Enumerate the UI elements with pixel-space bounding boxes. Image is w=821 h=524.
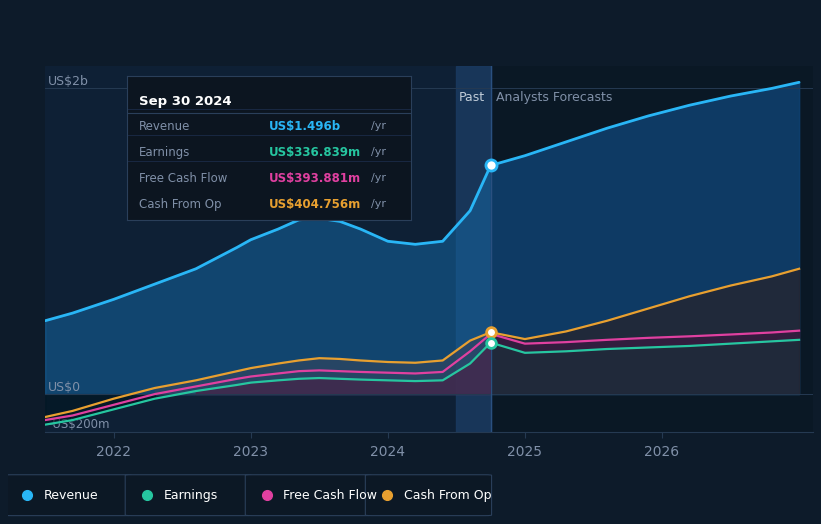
Text: US$336.839m: US$336.839m	[269, 146, 361, 159]
Text: /yr: /yr	[371, 199, 386, 209]
Text: /yr: /yr	[371, 122, 386, 132]
Text: Free Cash Flow: Free Cash Flow	[283, 489, 378, 501]
Bar	[45, 66, 491, 432]
Text: /yr: /yr	[371, 147, 386, 157]
Text: Earnings: Earnings	[163, 489, 218, 501]
FancyBboxPatch shape	[365, 475, 492, 516]
Text: Earnings: Earnings	[139, 146, 190, 159]
Text: Analysts Forecasts: Analysts Forecasts	[496, 92, 612, 104]
Text: US$404.756m: US$404.756m	[269, 198, 361, 211]
Text: US$393.881m: US$393.881m	[269, 172, 361, 185]
FancyBboxPatch shape	[125, 475, 251, 516]
Bar	[456, 66, 491, 432]
Bar	[491, 66, 813, 432]
Text: Revenue: Revenue	[44, 489, 98, 501]
Text: US$2b: US$2b	[48, 75, 89, 89]
Text: US$0: US$0	[48, 381, 81, 394]
Text: -US$200m: -US$200m	[48, 418, 109, 431]
FancyBboxPatch shape	[5, 475, 131, 516]
Text: Cash From Op: Cash From Op	[404, 489, 491, 501]
Text: Cash From Op: Cash From Op	[139, 198, 221, 211]
Text: Past: Past	[459, 92, 485, 104]
Text: Revenue: Revenue	[139, 120, 190, 133]
Text: US$1.496b: US$1.496b	[269, 120, 341, 133]
Text: /yr: /yr	[371, 173, 386, 183]
Text: Free Cash Flow: Free Cash Flow	[139, 172, 227, 185]
Text: Sep 30 2024: Sep 30 2024	[139, 95, 232, 108]
FancyBboxPatch shape	[245, 475, 372, 516]
